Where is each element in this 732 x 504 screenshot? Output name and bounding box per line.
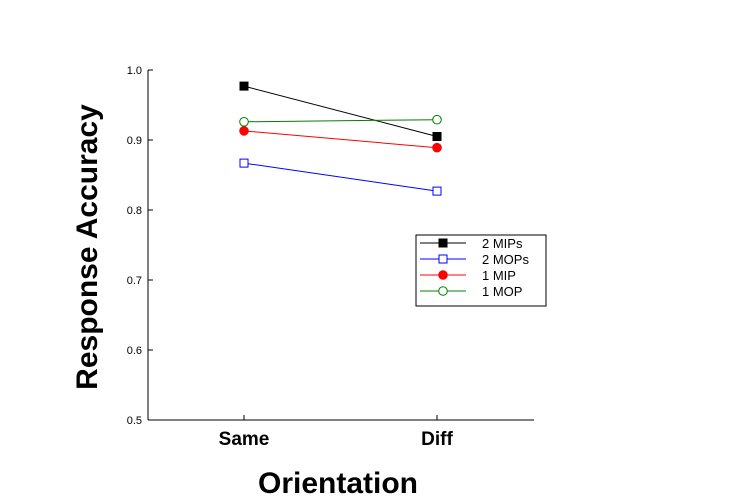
legend-label: 2 MOPs	[482, 252, 529, 267]
data-point	[432, 142, 442, 153]
legend-label: 2 MIPs	[482, 236, 523, 251]
legend-marker	[438, 254, 448, 264]
series-line	[243, 119, 438, 123]
series-layer	[239, 81, 442, 196]
legend-label: 1 MOP	[482, 284, 522, 299]
legend-entry: 1 MOP	[420, 284, 522, 299]
legend-entry: 2 MOPs	[420, 252, 529, 267]
legend-marker	[438, 286, 448, 296]
y-tick-label: 0.9	[127, 135, 142, 147]
data-point	[432, 132, 442, 141]
y-tick-label: 1.0	[127, 65, 142, 77]
legend-marker	[438, 270, 448, 280]
x-axis-title: Orientation	[258, 467, 418, 500]
legend-marker	[438, 238, 448, 248]
series-1	[239, 81, 442, 141]
x-tick-label: Same	[219, 429, 270, 450]
data-point	[432, 114, 442, 125]
series-line	[243, 85, 438, 137]
x-tick-label: Diff	[421, 429, 453, 450]
legend-label: 1 MIP	[482, 268, 516, 283]
data-point	[239, 117, 249, 127]
y-ticks: 0.5 0.6 0.7 0.8 0.9 1.0	[127, 65, 153, 427]
series-4	[239, 114, 442, 127]
data-point	[239, 158, 249, 168]
data-point	[239, 81, 249, 91]
data-point	[432, 186, 442, 196]
x-ticks: Same Diff	[219, 415, 453, 450]
series-line	[243, 130, 438, 149]
axes	[147, 70, 534, 421]
series-3	[239, 126, 442, 153]
legend-entry: 2 MIPs	[420, 236, 523, 251]
data-point	[239, 126, 249, 136]
series-2	[239, 158, 442, 196]
y-axis-title: Response Accuracy	[71, 104, 104, 390]
y-tick-label: 0.5	[127, 415, 142, 427]
y-tick-label: 0.8	[127, 205, 142, 217]
y-tick-label: 0.7	[127, 275, 142, 287]
legend-entry: 1 MIP	[420, 268, 516, 283]
series-line	[243, 162, 438, 192]
legend-box	[415, 234, 547, 307]
y-tick-label: 0.6	[127, 345, 142, 357]
